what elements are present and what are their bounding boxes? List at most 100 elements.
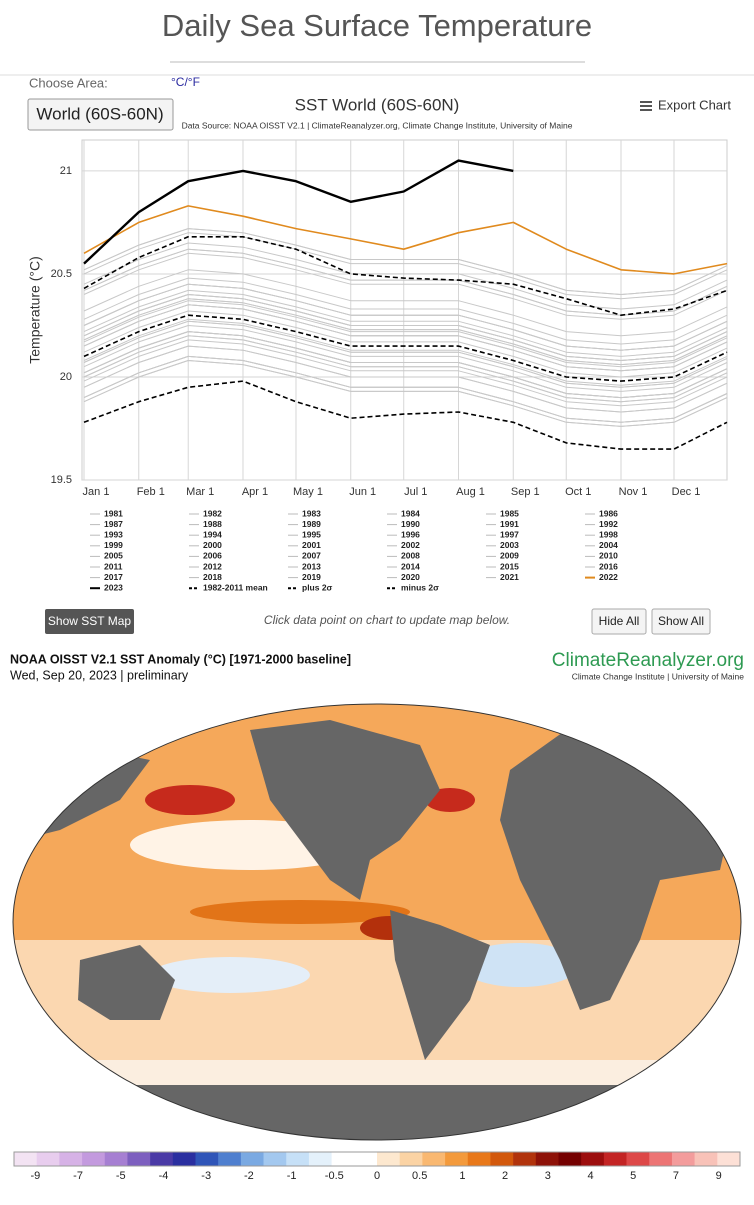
legend-label[interactable]: 1999 (104, 540, 123, 550)
legend-label[interactable]: 2014 (401, 561, 420, 571)
legend-label[interactable]: 2016 (599, 561, 618, 571)
legend-label[interactable]: 1989 (302, 519, 321, 529)
series-line (83, 232, 728, 300)
hide-all-label[interactable]: Hide All (599, 614, 640, 628)
show-all-button[interactable] (651, 608, 711, 635)
ocean-patch (190, 900, 410, 924)
colorbar-label: 1 (459, 1170, 465, 1182)
menu-icon[interactable] (640, 109, 652, 111)
legend-label[interactable]: 2007 (302, 551, 321, 561)
x-tick-label: Dec 1 (672, 486, 701, 498)
series-line (83, 159, 514, 265)
map-date: Wed, Sep 20, 2023 | preliminary (10, 668, 189, 682)
colorbar-segment (172, 1152, 196, 1166)
plot-area (81, 139, 728, 481)
legend-label[interactable]: 1994 (203, 529, 222, 539)
menu-icon[interactable] (640, 101, 652, 103)
brand-logo: ClimateReanalyzer.org (552, 650, 744, 671)
ocean-patch (150, 957, 310, 993)
legend-label[interactable]: 2008 (401, 551, 420, 561)
series-line (83, 325, 728, 392)
unit-toggle[interactable]: °C/°F (171, 75, 200, 89)
legend-label[interactable]: 1984 (401, 508, 420, 518)
export-menu[interactable]: Export Chart (640, 97, 731, 112)
x-tick-label: Nov 1 (619, 486, 648, 498)
legend-label[interactable]: 1988 (203, 519, 222, 529)
legend-label[interactable]: 2013 (302, 561, 321, 571)
x-tick-label: Jun 1 (349, 486, 376, 498)
legend-label[interactable]: 2010 (599, 551, 618, 561)
legend-label[interactable]: 1996 (401, 529, 420, 539)
legend-label[interactable]: 1981 (104, 508, 123, 518)
colorbar-label: -5 (116, 1170, 126, 1182)
legend-label[interactable]: 2019 (302, 572, 321, 582)
show-map-label[interactable]: Show SST Map (48, 614, 131, 628)
colorbar-label: -9 (30, 1170, 40, 1182)
colorbar-segment (513, 1152, 537, 1166)
legend-label[interactable]: 2011 (104, 561, 123, 571)
hint-text: Click data point on chart to update map … (264, 613, 510, 627)
legend-label[interactable]: 2017 (104, 572, 123, 582)
southern-ocean (13, 1060, 741, 1085)
legend-label[interactable]: 2004 (599, 540, 618, 550)
ocean-patch (145, 785, 235, 815)
map-title: NOAA OISST V2.1 SST Anomaly (°C) [1971-2… (10, 652, 351, 666)
colorbar-segment (422, 1152, 446, 1166)
legend-label[interactable]: 1987 (104, 519, 123, 529)
series-line (83, 339, 728, 407)
export-label[interactable]: Export Chart (658, 97, 731, 112)
legend-label[interactable]: 2001 (302, 540, 321, 550)
series-line (83, 320, 728, 388)
legend-label[interactable]: 1997 (500, 529, 519, 539)
legend-label[interactable]: 2005 (104, 551, 123, 561)
legend-label[interactable]: 2015 (500, 561, 519, 571)
x-tick-label: May 1 (293, 486, 323, 498)
legend-label[interactable]: 2023 (104, 582, 123, 592)
y-tick-label: 21 (60, 165, 72, 177)
series-line (83, 310, 728, 378)
legend-label[interactable]: 2003 (500, 540, 519, 550)
legend-label[interactable]: 2021 (500, 572, 519, 582)
legend-label[interactable]: minus 2σ (401, 582, 439, 592)
x-tick-label: Sep 1 (511, 486, 540, 498)
legend-label[interactable]: 2002 (401, 540, 420, 550)
legend-label[interactable]: 1990 (401, 519, 420, 529)
colorbar-segment (331, 1152, 355, 1166)
colorbar-segment (490, 1152, 514, 1166)
legend-label[interactable]: 2022 (599, 572, 618, 582)
show-map-button[interactable] (45, 609, 134, 634)
legend-label[interactable]: 2012 (203, 561, 222, 571)
legend-label[interactable]: 1995 (302, 529, 321, 539)
legend-label[interactable]: 1985 (500, 508, 519, 518)
legend-label[interactable]: 1992 (599, 519, 618, 529)
series-line (83, 298, 728, 366)
colorbar-label: -3 (201, 1170, 211, 1182)
colorbar-frame (13, 1151, 741, 1167)
show-all-label[interactable]: Show All (658, 614, 704, 628)
hide-all-button[interactable] (591, 608, 647, 635)
legend-label[interactable]: 1998 (599, 529, 618, 539)
colorbar-segment (377, 1152, 400, 1166)
legend-label[interactable]: 1983 (302, 508, 321, 518)
legend-label[interactable]: plus 2σ (302, 582, 333, 592)
area-button[interactable] (27, 98, 174, 131)
legend-label[interactable]: 2006 (203, 551, 222, 561)
x-tick-label: Mar 1 (186, 486, 214, 498)
legend-label[interactable]: 1991 (500, 519, 519, 529)
menu-icon[interactable] (640, 105, 652, 107)
legend-label[interactable]: 2018 (203, 572, 222, 582)
legend-label[interactable]: 1993 (104, 529, 123, 539)
colorbar-segment (354, 1152, 378, 1166)
series-line (83, 294, 728, 361)
legend-label[interactable]: 2009 (500, 551, 519, 561)
legend-label[interactable]: 1982 (203, 508, 222, 518)
area-button-label[interactable]: World (60S-60N) (36, 104, 163, 123)
legend-label[interactable]: 1982-2011 mean (203, 582, 268, 592)
colorbar-segment (581, 1152, 605, 1166)
ocean-patch (460, 943, 580, 987)
legend-label[interactable]: 1986 (599, 508, 618, 518)
legend-label[interactable]: 2000 (203, 540, 222, 550)
colorbar-segment (649, 1152, 673, 1166)
legend-label[interactable]: 2020 (401, 572, 420, 582)
